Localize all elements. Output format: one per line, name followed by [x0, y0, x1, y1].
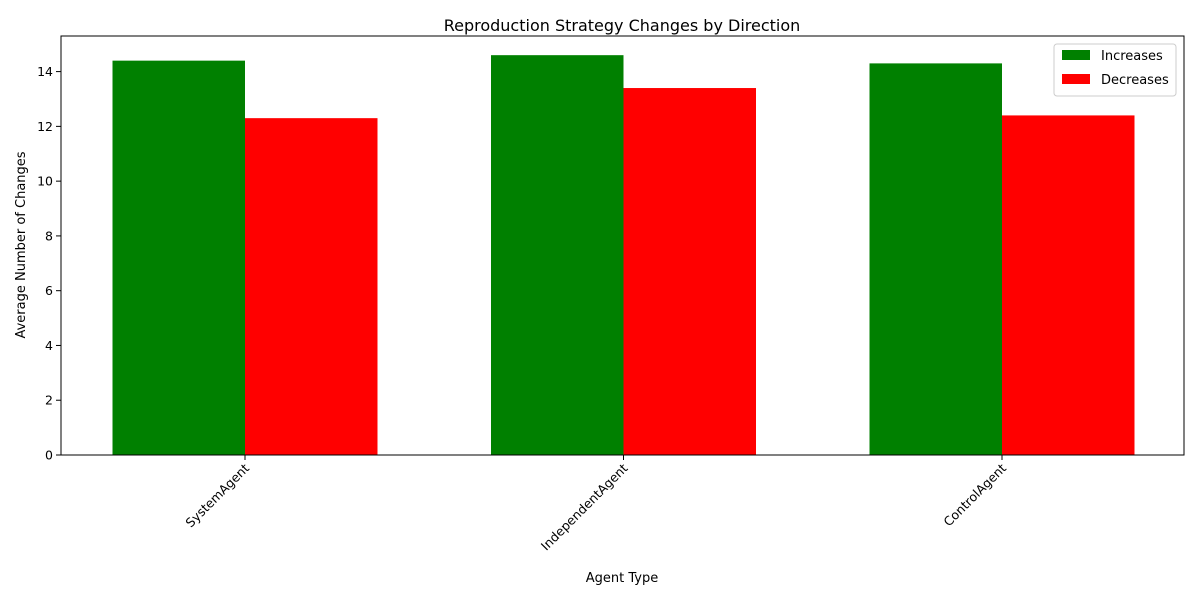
chart-title: Reproduction Strategy Changes by Directi… — [444, 16, 801, 35]
x-tick-label: SystemAgent — [182, 460, 252, 530]
x-axis: SystemAgent IndependentAgent ControlAgent — [182, 455, 1009, 553]
legend-swatch-increases — [1062, 50, 1090, 60]
y-axis-label: Average Number of Changes — [14, 151, 29, 338]
y-tick-label: 14 — [37, 64, 53, 79]
legend-label-increases: Increases — [1101, 49, 1163, 64]
y-tick-label: 12 — [37, 119, 53, 134]
bar-increases-systemagent — [112, 60, 245, 455]
bar-decreases-systemagent — [245, 118, 378, 455]
bar-decreases-controlagent — [1002, 115, 1135, 455]
y-tick-label: 2 — [45, 393, 53, 408]
x-tick-label: ControlAgent — [940, 460, 1009, 529]
y-tick-label: 6 — [45, 283, 53, 298]
y-tick-label: 0 — [45, 448, 53, 463]
legend-swatch-decreases — [1062, 74, 1090, 84]
plot-frame — [60, 35, 1185, 456]
bars-layer — [112, 55, 1135, 456]
bar-increases-independentagent — [491, 55, 624, 456]
legend-label-decreases: Decreases — [1101, 73, 1169, 88]
y-tick-label: 8 — [45, 228, 53, 243]
x-tick-label: IndependentAgent — [538, 460, 631, 553]
y-tick-label: 10 — [37, 174, 53, 189]
y-tick-label: 4 — [45, 338, 53, 353]
y-axis: 0 2 4 6 8 10 12 14 — [37, 64, 61, 463]
bar-decreases-independentagent — [623, 88, 756, 455]
bar-increases-controlagent — [869, 63, 1002, 455]
x-axis-label: Agent Type — [586, 571, 658, 586]
legend: Increases Decreases — [1053, 43, 1177, 97]
